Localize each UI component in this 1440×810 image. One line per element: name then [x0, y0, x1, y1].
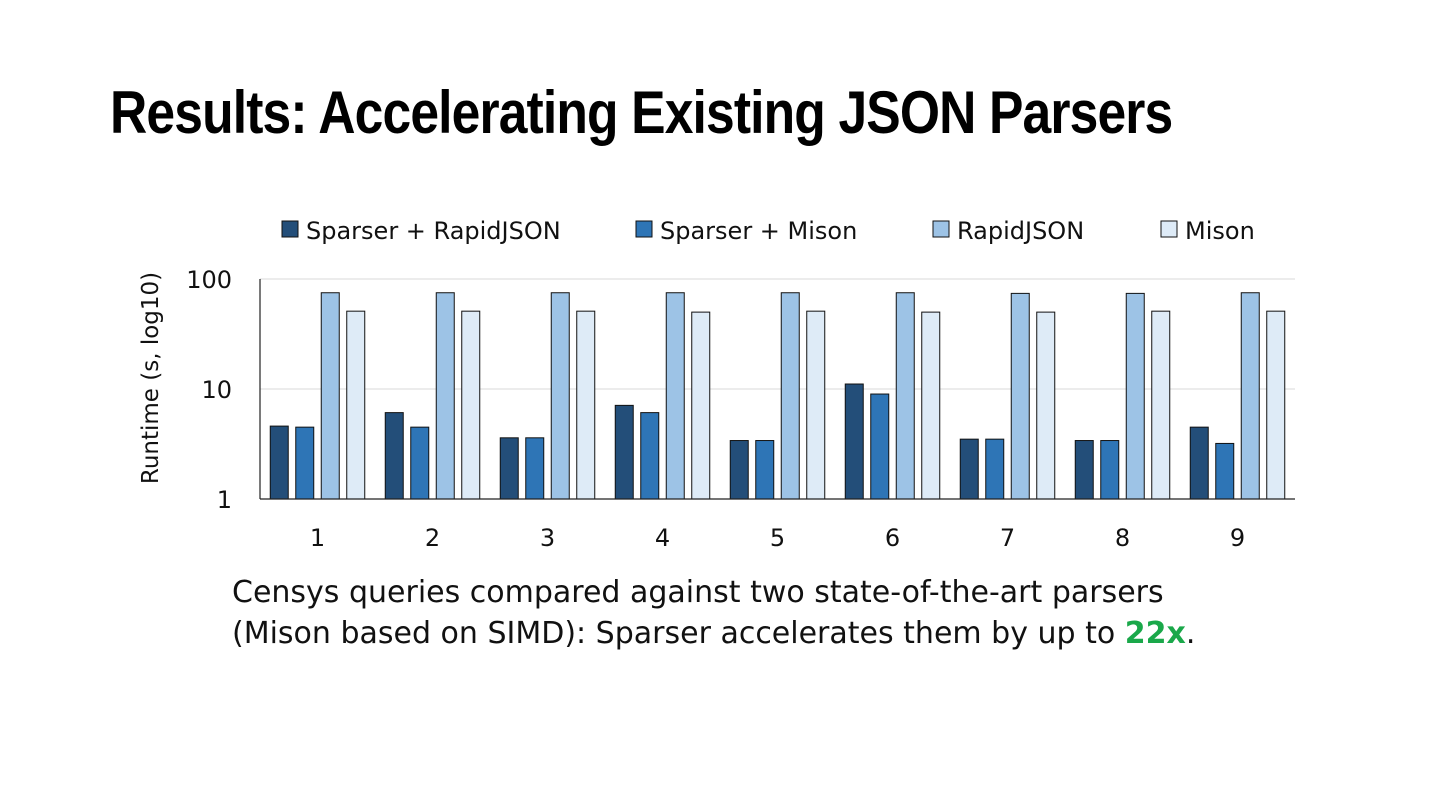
bar-q3-s2: [525, 437, 545, 500]
legend-label-3: RapidJSON: [957, 217, 1084, 245]
bar-q1-s1: [269, 425, 289, 500]
bar-q6-s3: [895, 292, 915, 500]
bar-q4-s1: [614, 404, 634, 500]
y-axis-label: Runtime (s, log10): [138, 272, 164, 484]
x-tick-label-6: 6: [885, 524, 900, 552]
slide-title: Results: Accelerating Existing JSON Pars…: [110, 79, 1173, 146]
speedup-highlight: 22x: [1124, 616, 1186, 651]
legend-swatch-3: [932, 220, 950, 238]
bar-q2-s4: [461, 310, 481, 500]
chart-legend: Sparser + RapidJSON Sparser + Mison RapidJ…: [281, 217, 1255, 245]
caption-line-1: Censys queries compared against two stat…: [232, 575, 1164, 610]
bar-q3-s3: [550, 292, 570, 500]
bar-q2-s1: [384, 412, 404, 500]
bar-chart: Sparser + RapidJSON Sparser + Mison RapidJ…: [138, 217, 1295, 552]
bar-q9-s1: [1189, 426, 1209, 500]
slide-caption: Censys queries compared against two stat…: [232, 572, 1332, 654]
bar-q9-s2: [1215, 442, 1235, 500]
bar-q1-s2: [295, 426, 315, 500]
bar-q8-s3: [1125, 292, 1145, 500]
bar-q1-s4: [346, 310, 366, 500]
y-tick-label-10: 10: [201, 376, 232, 404]
bar-q5-s1: [729, 440, 749, 500]
bar-q7-s2: [985, 438, 1005, 500]
bar-q1-s3: [320, 292, 340, 500]
x-tick-label-7: 7: [1000, 524, 1015, 552]
caption-line-2-text: (Mison based on SIMD): Sparser accelerat…: [232, 616, 1125, 651]
bar-q9-s3: [1240, 292, 1260, 500]
caption-line-2-end: .: [1185, 616, 1196, 651]
bar-q7-s1: [959, 438, 979, 500]
legend-label-4: Mison: [1185, 217, 1255, 245]
legend-label-1: Sparser + RapidJSON: [306, 217, 561, 245]
bar-q2-s3: [435, 292, 455, 500]
chart-bars: [269, 292, 1286, 500]
bar-q6-s1: [844, 383, 864, 500]
bar-q5-s4: [806, 310, 826, 500]
bar-q9-s4: [1266, 310, 1286, 500]
bar-q7-s4: [1036, 311, 1056, 500]
y-tick-label-100: 100: [186, 266, 232, 294]
legend-swatch-1: [281, 220, 299, 238]
x-tick-label-1: 1: [310, 524, 325, 552]
chart-axes: [259, 279, 1295, 500]
bar-q7-s3: [1010, 292, 1030, 500]
bar-q4-s4: [691, 311, 711, 500]
x-tick-label-8: 8: [1115, 524, 1130, 552]
x-tick-label-5: 5: [770, 524, 785, 552]
bar-q4-s3: [665, 292, 685, 500]
bar-q8-s2: [1100, 440, 1120, 500]
legend-label-2: Sparser + Mison: [660, 217, 857, 245]
x-tick-label-4: 4: [655, 524, 670, 552]
legend-swatch-2: [635, 220, 653, 238]
bar-q2-s2: [410, 426, 430, 500]
chart-tick-labels: 1 10 100 1 2 3 4 5 6 7 8 9: [186, 266, 1245, 552]
x-tick-label-3: 3: [540, 524, 555, 552]
bar-q8-s4: [1151, 310, 1171, 500]
bar-q3-s1: [499, 437, 519, 500]
chart-gridlines: [260, 278, 1295, 390]
bar-q8-s1: [1074, 440, 1094, 500]
legend-swatch-4: [1160, 220, 1178, 238]
bar-q5-s3: [780, 292, 800, 500]
bar-q4-s2: [640, 412, 660, 500]
y-tick-label-1: 1: [217, 486, 232, 514]
x-tick-label-2: 2: [425, 524, 440, 552]
x-tick-label-9: 9: [1230, 524, 1245, 552]
bar-q3-s4: [576, 310, 596, 500]
bar-q6-s4: [921, 311, 941, 500]
caption-line-2: (Mison based on SIMD): Sparser accelerat…: [232, 613, 1332, 654]
bar-q6-s2: [870, 393, 890, 500]
bar-q5-s2: [755, 440, 775, 500]
